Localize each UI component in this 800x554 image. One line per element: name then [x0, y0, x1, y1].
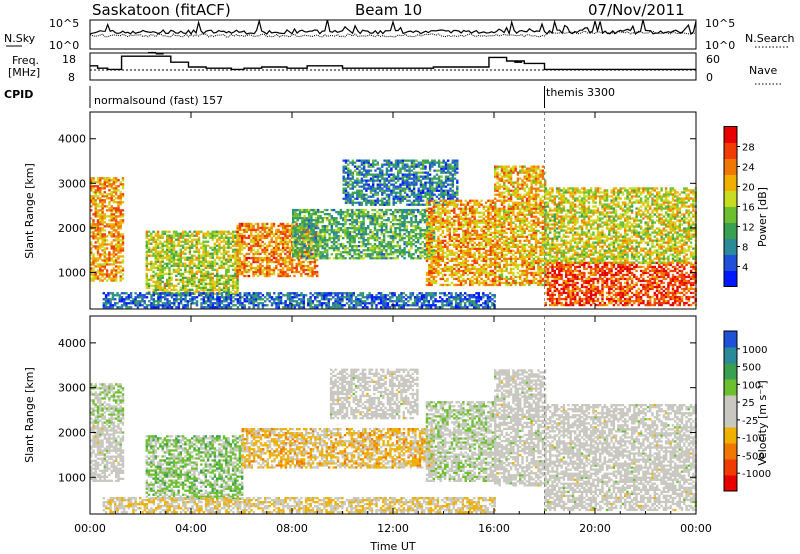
velocity-colorbar-tick-label-0: 1000 [742, 345, 767, 356]
power-colorbar-tick-label-6: 4 [742, 263, 748, 274]
sky-noise-line [90, 20, 696, 34]
xtick-label-5: 20:00 [579, 522, 611, 535]
power-colorbar-tick-label-1: 24 [742, 163, 755, 174]
power-colorbar-swatch-5 [724, 191, 737, 208]
power-region-8 [545, 187, 697, 263]
freq-left-tick-bottom: 8 [68, 71, 75, 84]
power-colorbar-label: Power [dB] [756, 187, 769, 247]
velocity-colorbar-tick-label-3: 25 [742, 398, 755, 409]
power-colorbar-swatch-9 [724, 127, 737, 144]
noise-right-tick-top: 10^5 [705, 17, 735, 30]
power-colorbar-tick-label-4: 12 [742, 223, 755, 234]
power-colorbar-tick-label-2: 20 [742, 183, 755, 194]
cpid-segment-1: normalsound (fast) 157 [94, 94, 223, 107]
velocity-colorbar-swatch-6 [724, 379, 737, 396]
power-colorbar-swatch-6 [724, 175, 737, 192]
beam-title: Beam 10 [355, 1, 422, 19]
power-region-0 [90, 177, 124, 282]
noise-left-tick-top: 10^5 [49, 17, 79, 30]
power-colorbar-swatch-3 [724, 223, 737, 240]
velocity-colorbar-swatch-0 [724, 475, 737, 492]
freq-label-bottom: [MHz] [8, 66, 40, 79]
velocity-region-4 [330, 369, 419, 420]
xtick-label-2: 08:00 [276, 522, 308, 535]
power-region-4 [343, 160, 459, 206]
velocity-ytick-label-1000: 1000 [58, 471, 86, 484]
velocity-colorbar-swatch-8 [724, 347, 737, 364]
date-title: 07/Nov/2011 [588, 1, 685, 19]
xtick-label-6: 00:00 [680, 522, 712, 535]
power-ytick-label-3000: 3000 [58, 177, 86, 190]
velocity-colorbar-swatch-2 [724, 443, 737, 460]
xtick-label-4: 16:00 [478, 522, 510, 535]
velocity-colorbar-swatch-4 [724, 411, 737, 428]
nave-right-tick-bottom: 0 [706, 71, 713, 84]
velocity-colorbar-swatch-3 [724, 427, 737, 444]
velocity-panel: 1000 2000 3000 4000 Slant Range [km] 1000 50… [23, 316, 771, 514]
cpid-label: CPID [4, 88, 33, 101]
power-colorbar-swatch-8 [724, 143, 737, 160]
station-title: Saskatoon (fitACF) [92, 1, 231, 19]
power-heatmap [90, 112, 697, 309]
noise-panel: N.Sky 10^5 10^0 N.Search 10^5 10^0 [4, 17, 795, 52]
xtick-label-3: 12:00 [377, 522, 409, 535]
cpid-segment-2: themis 3300 [546, 86, 615, 99]
velocity-colorbar-swatch-5 [724, 395, 737, 412]
power-colorbar-swatch-7 [724, 159, 737, 176]
xtick-label-1: 04:00 [175, 522, 207, 535]
power-colorbar-swatch-2 [724, 239, 737, 256]
velocity-colorbar-swatch-9 [724, 331, 737, 348]
power-ytick-label-4000: 4000 [58, 133, 86, 146]
velocity-region-8 [103, 497, 496, 513]
power-region-5 [426, 200, 497, 286]
power-colorbar-swatch-1 [724, 255, 737, 272]
noise-right-tick-bottom: 10^0 [705, 39, 735, 52]
cpid-row: CPID normalsound (fast) 157 themis 3300 [4, 86, 615, 108]
power-colorbar-swatch-4 [724, 207, 737, 224]
velocity-region-3 [242, 428, 435, 469]
power-panel: 1000 2000 3000 4000 Slant Range [km] 28 24 20… [23, 112, 769, 309]
velocity-region-2 [146, 435, 244, 500]
frequency-panel: Freq. [MHz] 18 8 60 0 Nave [8, 53, 781, 84]
time-axis-label: Time UT [369, 540, 415, 553]
velocity-ylabel: Slant Range [km] [23, 367, 36, 463]
power-colorbar-tick-label-5: 8 [742, 243, 748, 254]
freq-left-tick-top: 18 [62, 53, 76, 66]
power-ytick-label-1000: 1000 [58, 266, 86, 279]
frequency-line [90, 56, 696, 69]
power-region-7 [545, 262, 697, 306]
power-region-6 [494, 166, 546, 287]
nave-right-tick-top: 60 [706, 53, 720, 66]
velocity-colorbar-tick-label-7: -1000 [742, 469, 771, 480]
velocity-region-6 [494, 369, 546, 486]
power-colorbar-tick-label-0: 28 [742, 143, 755, 154]
power-ytick-label-2000: 2000 [58, 222, 86, 235]
velocity-heatmap [90, 316, 697, 514]
velocity-region-7 [545, 404, 697, 511]
power-region-9 [103, 292, 496, 308]
power-colorbar-tick-label-3: 16 [742, 203, 755, 214]
noise-left-tick-bottom: 10^0 [49, 39, 79, 52]
velocity-region-0 [90, 383, 124, 424]
noise-left-label: N.Sky [4, 32, 36, 45]
velocity-ytick-label-2000: 2000 [58, 426, 86, 439]
velocity-region-5 [426, 401, 497, 482]
power-colorbar-swatch-0 [724, 271, 737, 288]
nave-label: Nave [749, 64, 777, 77]
velocity-colorbar-label: Velocity [m s⁻¹] [756, 380, 769, 465]
power-region-3 [292, 209, 435, 260]
velocity-colorbar-swatch-1 [724, 459, 737, 476]
power-region-1 [146, 231, 239, 295]
velocity-colorbar-tick-label-1: 500 [742, 363, 761, 374]
velocity-colorbar-swatch-7 [724, 363, 737, 380]
power-ylabel: Slant Range [km] [23, 163, 36, 259]
velocity-ytick-label-4000: 4000 [58, 337, 86, 350]
velocity-ytick-label-3000: 3000 [58, 382, 86, 395]
noise-right-label: N.Search [745, 32, 795, 45]
xtick-label-0: 00:00 [74, 522, 106, 535]
